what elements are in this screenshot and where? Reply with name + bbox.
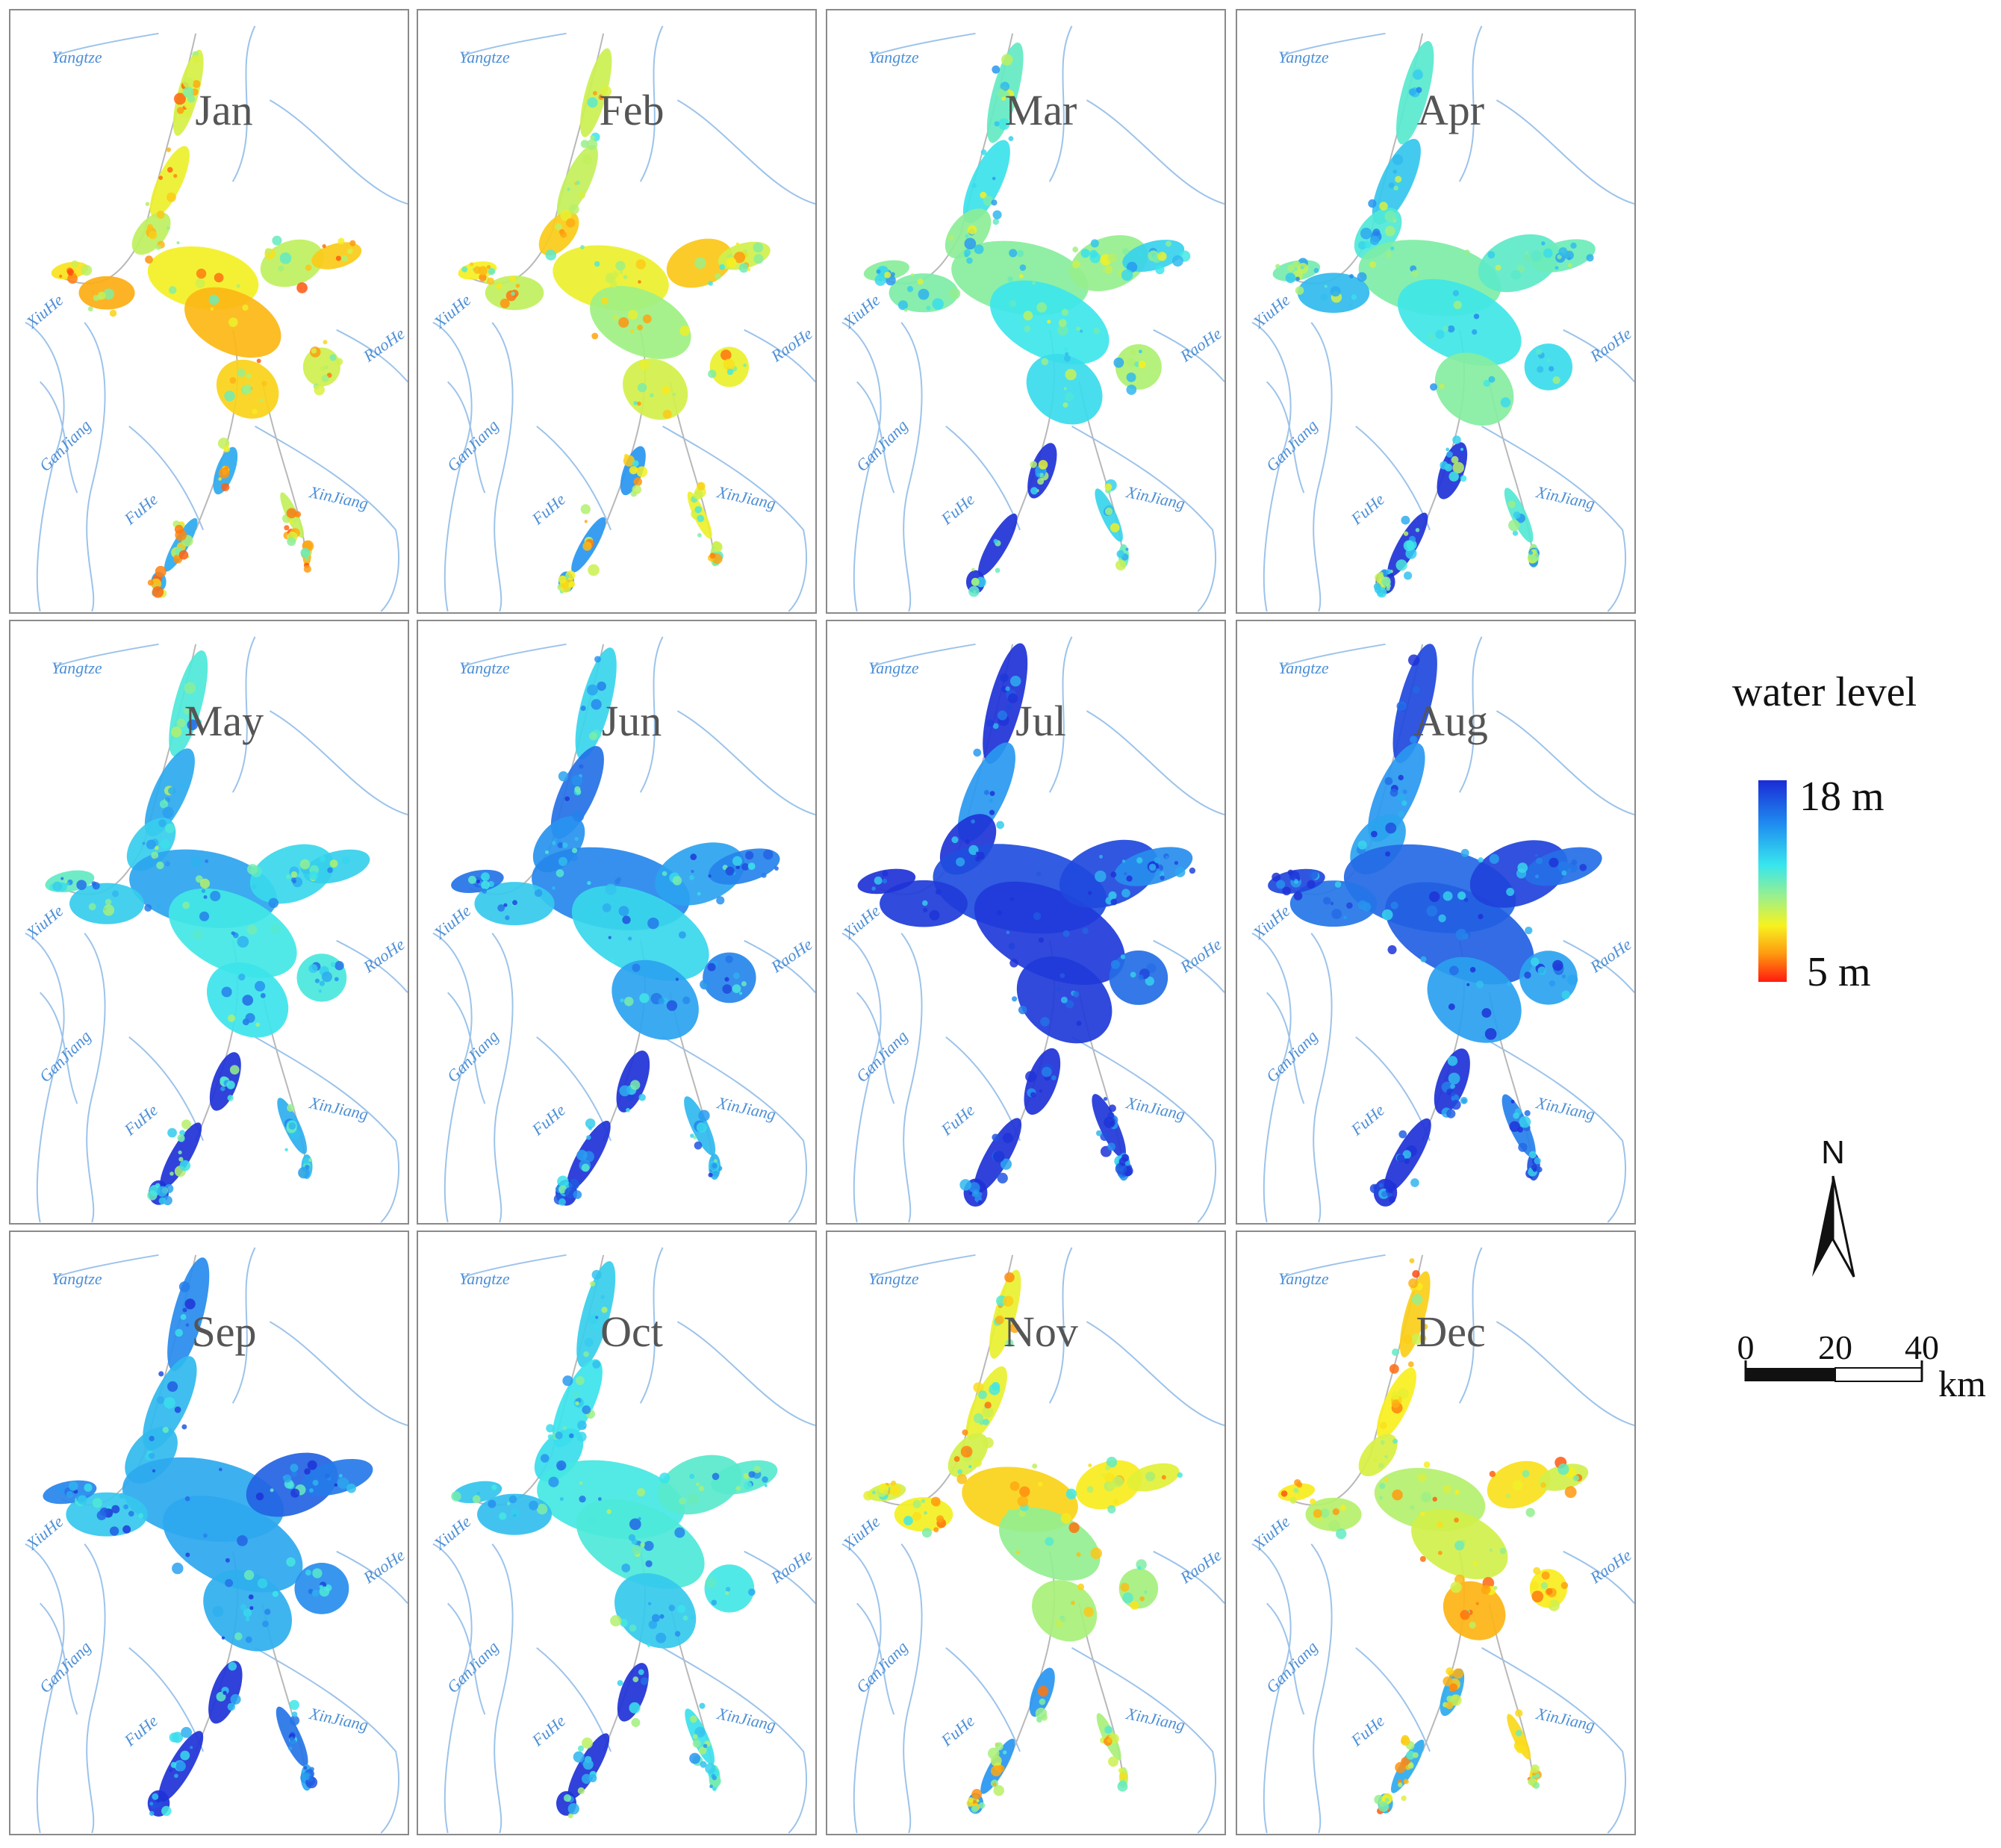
river-label-yangtze: Yangtze [459,1269,510,1288]
river-label-yangtze: Yangtze [868,48,919,66]
month-label: Dec [1416,1307,1486,1356]
scale-tick-0: 0 [1737,1328,1755,1366]
river-label-yangtze: Yangtze [1278,1269,1329,1288]
scale-bar: 0 20 40 km [1737,1328,1987,1404]
month-label: Feb [599,86,665,134]
month-label: Nov [1003,1307,1078,1356]
water-level-map [432,25,815,612]
water-level-map [841,636,1224,1223]
map-panel-feb: Feb Yangtze XiuHe RaoHe GanJiang FuHe XinJiang [417,9,817,614]
month-label: May [184,697,264,745]
map-panel-dec: Dec Yangtze XiuHe RaoHe GanJiang FuHe XinJiang [1236,1231,1636,1835]
scale-tick-40: 40 [1905,1328,1939,1366]
scale-tick-20: 20 [1818,1328,1852,1366]
water-level-map [1251,1247,1634,1834]
river-label-yangtze: Yangtze [868,1269,919,1288]
month-label: Jan [195,86,253,134]
map-panel-sep: Sep Yangtze XiuHe RaoHe GanJiang FuHe XinJiang [9,1231,409,1835]
month-label: Aug [1413,697,1488,745]
water-level-map [25,25,408,612]
map-panel-jan: Jan Yangtze XiuHe RaoHe GanJiang FuHe XinJiang [9,9,409,614]
river-label-yangtze: Yangtze [52,48,102,66]
water-level-map [841,25,1224,612]
north-label: N [1821,1135,1845,1171]
legend-max-label: 18 m [1799,774,1885,820]
water-level-map [1251,636,1634,1223]
north-arrow-icon: N [1812,1135,1855,1278]
water-level-map [432,636,815,1223]
month-label: Jul [1015,697,1066,745]
map-panel-mar: Mar Yangtze XiuHe RaoHe GanJiang FuHe XinJiang [826,9,1226,614]
river-label-yangtze: Yangtze [459,48,510,66]
river-label-yangtze: Yangtze [1278,48,1329,66]
map-panel-jun: Jun Yangtze XiuHe RaoHe GanJiang FuHe XinJiang [417,620,817,1225]
map-panel-nov: Nov Yangtze XiuHe RaoHe GanJiang FuHe XinJiang [826,1231,1226,1835]
scale-unit: km [1938,1363,1986,1404]
month-label: Oct [600,1307,663,1356]
river-label-yangtze: Yangtze [1278,659,1329,677]
month-label: Sep [191,1307,257,1356]
river-label-yangtze: Yangtze [52,1269,102,1288]
month-label: Apr [1416,86,1485,134]
water-level-map [432,1247,815,1834]
water-level-map [25,636,408,1223]
water-level-map [841,1247,1224,1834]
map-panel-aug: Aug Yangtze XiuHe RaoHe GanJiang FuHe XinJiang [1236,620,1636,1225]
river-label-yangtze: Yangtze [459,659,510,677]
legend-min-label: 5 m [1807,949,1871,995]
map-panel-oct: Oct Yangtze XiuHe RaoHe GanJiang FuHe XinJiang [417,1231,817,1835]
river-label-yangtze: Yangtze [52,659,102,677]
legend-title: water level [1732,669,1917,715]
legend-colorbar [1758,780,1787,982]
river-label-yangtze: Yangtze [868,659,919,677]
water-level-map [25,1247,408,1834]
month-label: Mar [1004,86,1077,134]
map-panel-jul: Jul Yangtze XiuHe RaoHe GanJiang FuHe XinJiang [826,620,1226,1225]
map-panel-may: May Yangtze XiuHe RaoHe GanJiang FuHe XinJiang [9,620,409,1225]
month-label: Jun [601,697,662,745]
water-level-map [1251,25,1634,612]
map-panel-apr: Apr Yangtze XiuHe RaoHe GanJiang FuHe XinJiang [1236,9,1636,614]
